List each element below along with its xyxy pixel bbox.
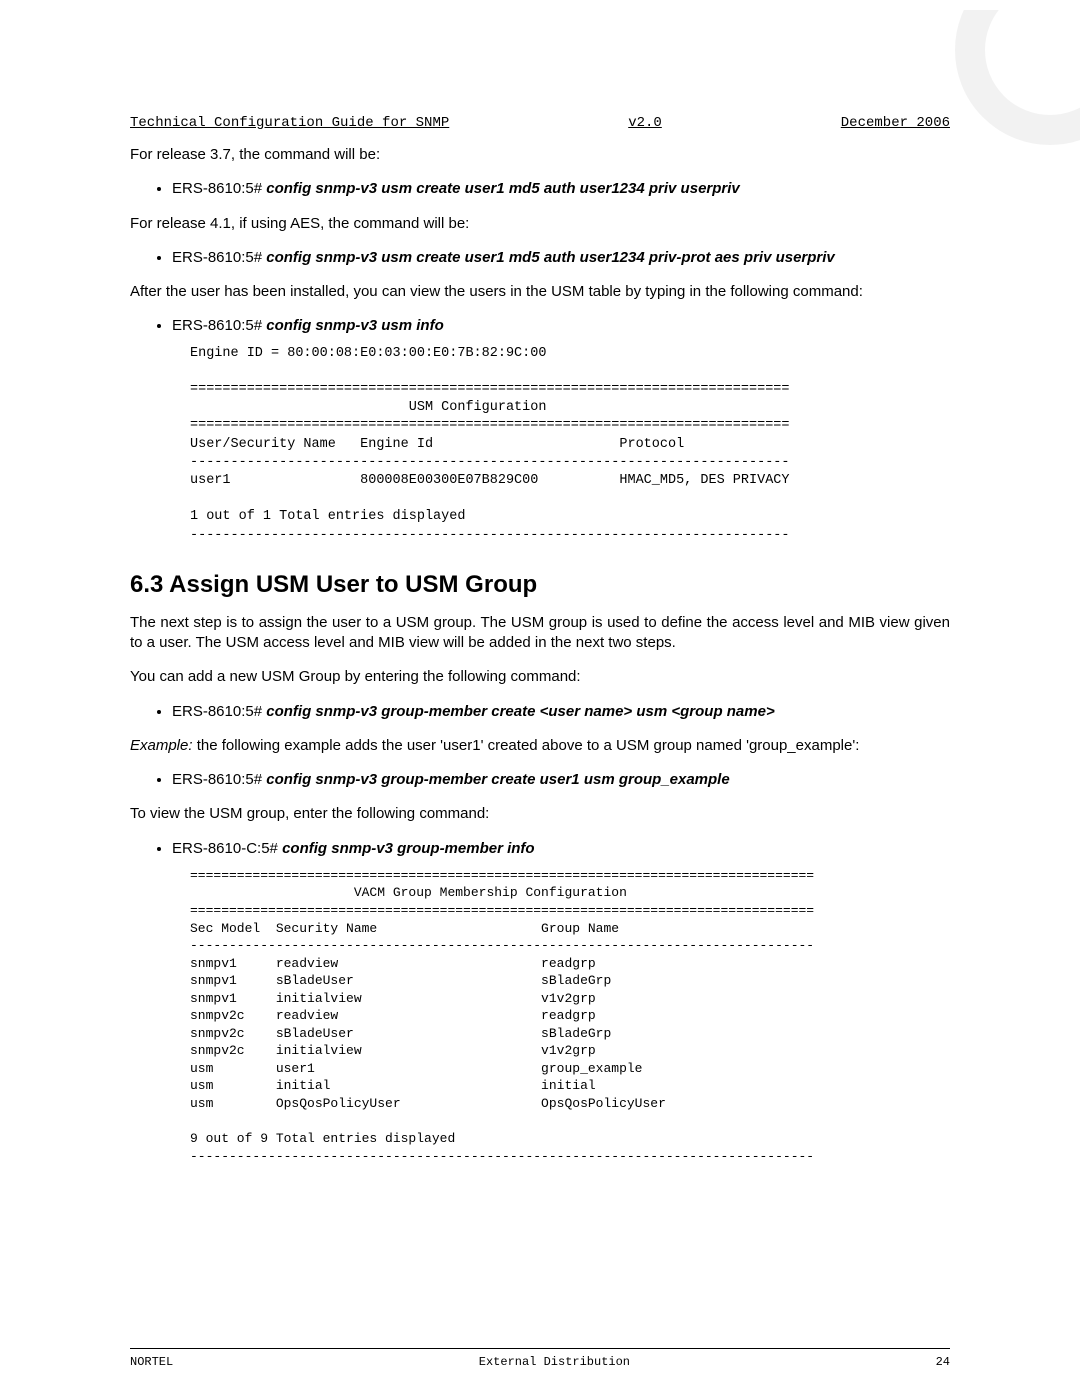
para-release37: For release 3.7, the command will be: [130,145,950,165]
footer-center: External Distribution [479,1355,630,1369]
bullet-cmd-6: ERS-8610-C:5# config snmp-v3 group-membe… [172,839,950,859]
bullet-cmd-5: ERS-8610:5# config snmp-v3 group-member … [172,770,950,790]
cmd-prompt: ERS-8610:5# [172,249,266,266]
bullet-cmd-2: ERS-8610:5# config snmp-v3 usm create us… [172,248,950,268]
cmd-text: config snmp-v3 usm create user1 md5 auth… [266,249,835,266]
cmd-prompt: ERS-8610:5# [172,180,266,197]
cmd-text: config snmp-v3 group-member create <user… [266,703,774,720]
page-footer: NORTEL External Distribution 24 [130,1355,950,1369]
footer-rule [130,1348,950,1349]
bullet-list-6: ERS-8610-C:5# config snmp-v3 group-membe… [130,839,950,859]
example-text: the following example adds the user 'use… [193,737,860,754]
para-assign-intro: The next step is to assign the user to a… [130,613,950,654]
bullet-list-3: ERS-8610:5# config snmp-v3 usm info [130,316,950,336]
page-header: Technical Configuration Guide for SNMP v… [130,115,950,131]
cmd-prompt: ERS-8610:5# [172,703,266,720]
vacm-config-output: ========================================… [190,867,950,1165]
example-label: Example: [130,737,193,754]
para-view-group: To view the USM group, enter the followi… [130,804,950,824]
para-add-group: You can add a new USM Group by entering … [130,667,950,687]
bullet-list-4: ERS-8610:5# config snmp-v3 group-member … [130,702,950,722]
bullet-cmd-4: ERS-8610:5# config snmp-v3 group-member … [172,702,950,722]
header-right: December 2006 [841,115,950,131]
para-release41: For release 4.1, if using AES, the comma… [130,214,950,234]
cmd-text: config snmp-v3 group-member create user1… [266,771,729,788]
section-heading-6-3: 6.3 Assign USM User to USM Group [130,571,950,599]
bullet-list-1: ERS-8610:5# config snmp-v3 usm create us… [130,179,950,199]
cmd-text: config snmp-v3 group-member info [282,840,535,857]
bullet-list-2: ERS-8610:5# config snmp-v3 usm create us… [130,248,950,268]
bullet-list-5: ERS-8610:5# config snmp-v3 group-member … [130,770,950,790]
usm-config-output: Engine ID = 80:00:08:E0:03:00:E0:7B:82:9… [190,345,950,545]
page-container: Technical Configuration Guide for SNMP v… [0,0,1080,1397]
footer-right: 24 [936,1355,950,1369]
cmd-text: config snmp-v3 usm create user1 md5 auth… [266,180,740,197]
bullet-cmd-1: ERS-8610:5# config snmp-v3 usm create us… [172,179,950,199]
cmd-text: config snmp-v3 usm info [266,317,444,334]
footer-left: NORTEL [130,1355,173,1369]
cmd-prompt: ERS-8610:5# [172,771,266,788]
header-center: v2.0 [628,115,662,131]
bullet-cmd-3: ERS-8610:5# config snmp-v3 usm info [172,316,950,336]
header-left: Technical Configuration Guide for SNMP [130,115,449,131]
para-example: Example: the following example adds the … [130,736,950,756]
watermark-logo [940,10,1080,150]
cmd-prompt: ERS-8610-C:5# [172,840,282,857]
cmd-prompt: ERS-8610:5# [172,317,266,334]
para-after-install: After the user has been installed, you c… [130,282,950,302]
